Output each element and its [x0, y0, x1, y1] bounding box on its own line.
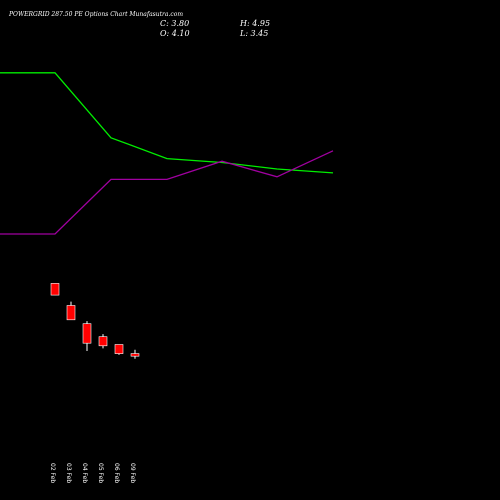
indicator-line-1: [0, 72, 334, 174]
date-label: 06 Feb: [113, 463, 120, 483]
candle-body: [82, 323, 92, 344]
indicator-lines: [0, 72, 334, 235]
candle-body: [130, 353, 140, 357]
candle: [98, 334, 108, 349]
candle-body: [50, 283, 60, 296]
candle: [50, 283, 60, 296]
date-label: 04 Feb: [81, 463, 88, 483]
open-value: O: 4.10: [160, 29, 190, 38]
date-label: 09 Feb: [129, 463, 136, 483]
candle-body: [66, 305, 76, 321]
indicator-line-2: [0, 150, 334, 235]
date-axis-labels: 02 Feb 03 Feb 04 Feb 05 Feb 06 Feb 09 Feb: [49, 463, 136, 483]
date-label: 05 Feb: [97, 463, 104, 483]
date-label: 02 Feb: [49, 463, 56, 483]
close-value: C: 3.80: [160, 19, 190, 28]
high-value: H: 4.95: [240, 19, 271, 28]
candle: [82, 321, 92, 351]
candle: [66, 301, 76, 321]
candle: [130, 349, 140, 359]
chart-title: POWERGRID 287.50 PE Options Chart Munafa…: [9, 11, 184, 18]
date-label: 03 Feb: [65, 463, 72, 483]
candle-body: [98, 336, 108, 347]
candle-body: [114, 344, 124, 354]
candlesticks: [50, 283, 140, 359]
low-value: L: 3.45: [240, 29, 269, 38]
candle: [114, 344, 124, 355]
